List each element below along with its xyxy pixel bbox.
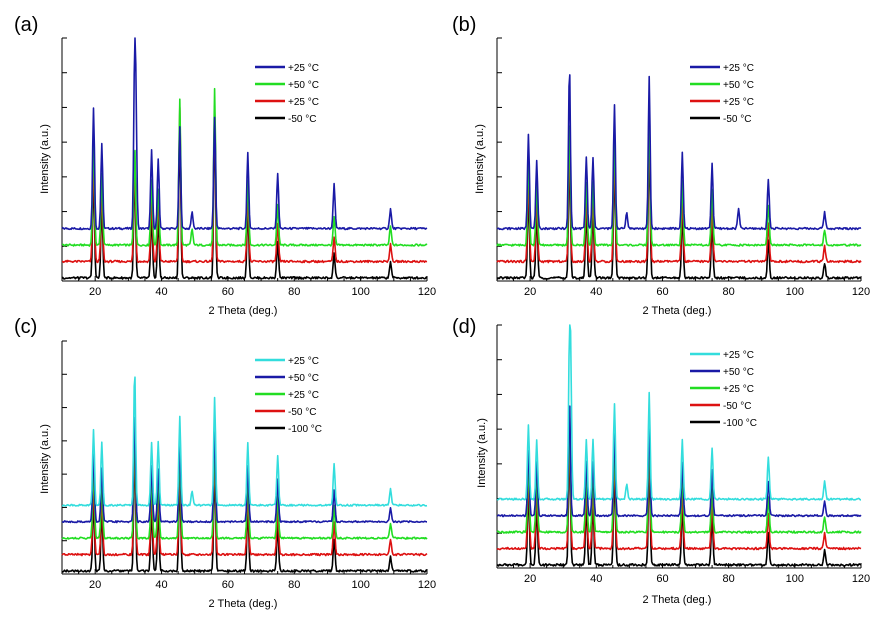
x-tick-label-b: 100: [786, 286, 804, 298]
panel-d: (d) 2 Theta (deg.) Intensity (a.u.) 20 40…: [452, 316, 870, 606]
legend-label-b-4: -50 °C: [723, 114, 751, 125]
x-tick-label-c: 60: [222, 579, 234, 591]
x-tick-label-b: 20: [524, 286, 536, 298]
series-line-c-3: [61, 426, 428, 540]
legend-label-c-3: +25 °C: [288, 390, 319, 401]
x-tick-label-c: 80: [288, 579, 300, 591]
legend-label-b-1: +25 °C: [723, 63, 754, 74]
legend-label-c-4: -50 °C: [288, 407, 316, 418]
series-line-b-4: [496, 141, 862, 280]
series-line-b-1: [496, 74, 862, 231]
panel-a: (a) 2 Theta (deg.) Intensity (a.u.) 20 40…: [14, 14, 436, 317]
legend-label-c-2: +50 °C: [288, 373, 319, 384]
x-tick-label-b: 120: [852, 286, 870, 298]
x-tick-label-d: 40: [590, 573, 602, 585]
x-axis-label-d: 2 Theta (deg.): [643, 594, 712, 606]
series-line-d-3: [496, 417, 862, 534]
panel-b: (b) 2 Theta (deg.) Intensity (a.u.) 20 40…: [452, 14, 870, 317]
series-line-a-4: [61, 119, 428, 280]
y-axis-label-b: Intensity (a.u.): [474, 124, 486, 194]
legend-label-d-5: -100 °C: [723, 418, 757, 429]
series-line-b-3: [496, 125, 862, 264]
series-line-c-1: [61, 376, 428, 507]
legend-label-a-2: +50 °C: [288, 80, 319, 91]
x-tick-label-c: 100: [351, 579, 369, 591]
series-line-c-4: [61, 439, 428, 557]
legend-label-a-3: +25 °C: [288, 97, 319, 108]
x-tick-label-a: 20: [89, 286, 101, 298]
x-tick-label-d: 80: [723, 573, 735, 585]
panel-label-c: (c): [14, 316, 37, 338]
x-axis-label-b: 2 Theta (deg.): [643, 305, 712, 317]
x-axis-label-a: 2 Theta (deg.): [209, 305, 278, 317]
x-tick-label-b: 80: [723, 286, 735, 298]
legend-label-d-3: +25 °C: [723, 384, 754, 395]
x-tick-label-d: 20: [524, 573, 536, 585]
legend-label-b-3: +25 °C: [723, 97, 754, 108]
legend-label-b-2: +50 °C: [723, 80, 754, 91]
x-tick-label-c: 120: [418, 579, 436, 591]
series-line-d-2: [496, 405, 862, 518]
series-line-c-5: [61, 450, 428, 573]
x-tick-label-a: 100: [351, 286, 369, 298]
y-axis-label-d: Intensity (a.u.): [476, 418, 488, 488]
y-axis-label-c: Intensity (a.u.): [39, 424, 51, 494]
legend-label-c-5: -100 °C: [288, 424, 322, 435]
legend-label-c-1: +25 °C: [288, 356, 319, 367]
series-line-a-1: [61, 37, 428, 231]
series-line-a-3: [62, 105, 428, 264]
x-tick-label-d: 60: [656, 573, 668, 585]
x-tick-label-d: 120: [852, 573, 870, 585]
x-tick-label-b: 60: [656, 286, 668, 298]
legend-label-d-1: +25 °C: [723, 350, 754, 361]
legend-label-d-4: -50 °C: [723, 401, 751, 412]
x-tick-label-a: 60: [222, 286, 234, 298]
x-tick-label-a: 40: [155, 286, 167, 298]
legend-label-a-1: +25 °C: [288, 63, 319, 74]
x-axis-label-c: 2 Theta (deg.): [209, 598, 278, 610]
y-axis-label-a: Intensity (a.u.): [39, 124, 51, 194]
x-tick-label-a: 120: [418, 286, 436, 298]
x-tick-label-c: 20: [89, 579, 101, 591]
series-line-c-2: [61, 416, 427, 524]
panel-label-d: (d): [452, 316, 476, 338]
x-tick-label-d: 100: [786, 573, 804, 585]
panel-label-b: (b): [452, 14, 476, 36]
panel-label-a: (a): [14, 14, 38, 36]
series-line-d-5: [496, 442, 862, 567]
legend-label-a-4: -50 °C: [288, 114, 316, 125]
series-line-b-2: [496, 111, 862, 247]
x-tick-label-a: 80: [288, 286, 300, 298]
panel-c: (c) 2 Theta (deg.) Intensity (a.u.) 20 40…: [14, 316, 436, 610]
x-tick-label-c: 40: [155, 579, 167, 591]
series-line-d-1: [496, 324, 861, 501]
x-tick-label-b: 40: [590, 286, 602, 298]
legend-label-d-2: +50 °C: [723, 367, 754, 378]
series-line-d-4: [496, 429, 862, 551]
series-line-a-2: [61, 87, 428, 247]
